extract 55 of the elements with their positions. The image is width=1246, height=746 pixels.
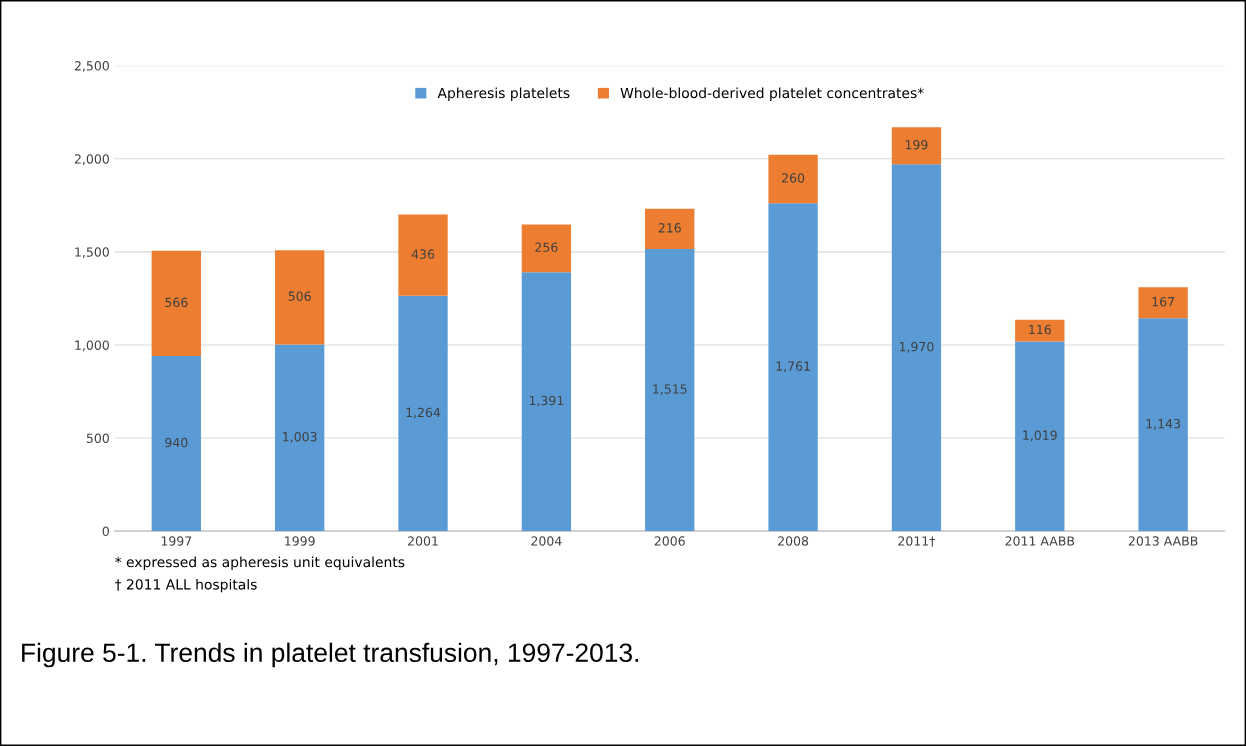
y-tick-label: 1,000: [75, 340, 109, 352]
text: Figure 5-1. Trends in platelet transfusion, 1997-2013.: [22, 642, 639, 668]
data-label: 506: [288, 291, 311, 301]
x-tick-label: 1999: [285, 536, 315, 546]
bar: [151, 356, 201, 532]
data-label: 566: [165, 297, 188, 308]
bar: [891, 164, 942, 532]
data-label: 1,761: [776, 361, 810, 373]
data-label: 1,019: [1023, 430, 1057, 442]
data-label: 216: [658, 223, 681, 233]
x-tick-label: 2013 AABB: [1128, 536, 1198, 546]
bar: [521, 272, 572, 532]
bar: [398, 295, 448, 532]
data-label: 260: [782, 173, 805, 183]
y-tick-label: 0: [102, 526, 109, 537]
bar: [1138, 287, 1188, 319]
data-label: 1,003: [283, 431, 317, 443]
data-label: 1,391: [529, 395, 564, 407]
bar: [521, 224, 572, 273]
data-label: 199: [905, 139, 928, 150]
bar: [768, 154, 818, 204]
y-tick-label: 500: [86, 433, 109, 443]
legend-label: Apheresis platelets: [437, 87, 570, 101]
data-label: 1,515: [653, 384, 687, 396]
bar: [768, 203, 818, 532]
legend-label: Whole-blood-derived platelet concentrates*: [620, 87, 924, 101]
data-label: 436: [411, 249, 435, 259]
text: † 2011 ALL hospitals: [115, 578, 257, 593]
x-tick-label: 1997: [161, 536, 192, 546]
bar: [645, 208, 695, 250]
x-tick-label: 2004: [531, 536, 562, 546]
bar: [645, 249, 695, 532]
bar: [274, 250, 325, 345]
data-label: 1,970: [899, 341, 934, 353]
data-label: 1,143: [1146, 418, 1181, 430]
data-label: 256: [535, 242, 558, 252]
data-label: 116: [1029, 324, 1051, 335]
text: * expressed as apheresis unit equivalents: [115, 556, 405, 570]
data-label: 1,264: [406, 407, 441, 419]
x-tick-label: 2006: [654, 536, 685, 546]
y-tick-label: 2,000: [74, 154, 109, 165]
bar: [274, 344, 325, 532]
x-tick-label: 2001: [408, 536, 438, 546]
y-tick-label: 1,500: [75, 247, 109, 259]
bar: [1015, 341, 1065, 532]
bar: [151, 250, 201, 357]
x-tick-label: 2011 AABB: [1005, 536, 1075, 546]
data-label: 167: [1152, 296, 1174, 307]
bar: [398, 214, 448, 296]
data-label: 940: [165, 437, 188, 448]
x-tick-label: 2008: [778, 536, 809, 546]
bar: [1138, 318, 1188, 532]
x-tick-label: 2011†: [898, 536, 936, 547]
bar: [891, 127, 942, 165]
y-tick-label: 2,500: [74, 61, 109, 72]
